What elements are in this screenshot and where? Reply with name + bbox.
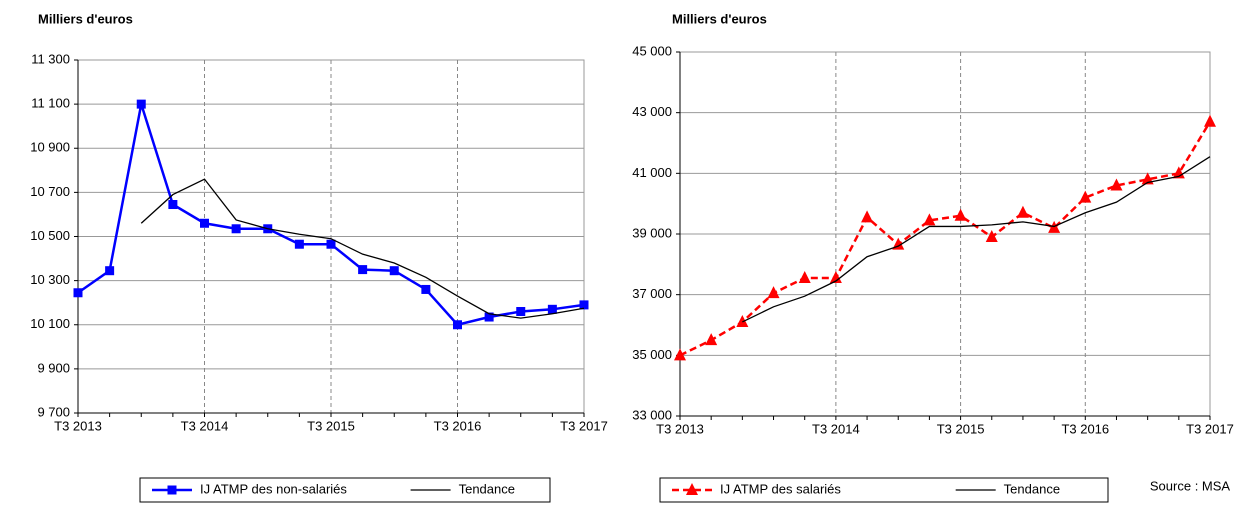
y-tick-label: 9 700 xyxy=(37,404,70,419)
point-marker xyxy=(326,239,336,249)
y-tick-label: 10 100 xyxy=(30,316,70,331)
point-marker xyxy=(1016,205,1029,218)
point-marker xyxy=(516,307,526,317)
x-tick-label: T3 2014 xyxy=(812,421,860,436)
x-tick-label: T3 2017 xyxy=(1186,421,1234,436)
point-marker xyxy=(985,230,998,243)
legend-box xyxy=(139,477,551,503)
point-marker xyxy=(136,99,146,109)
y-tick-label: 45 000 xyxy=(632,43,672,58)
point-marker xyxy=(294,239,304,249)
x-tick-label: T3 2016 xyxy=(1061,421,1109,436)
y-tick-label: 43 000 xyxy=(632,104,672,119)
y-tick-label: 37 000 xyxy=(632,286,672,301)
legend-marker xyxy=(686,483,698,495)
point-marker xyxy=(674,348,686,361)
point-marker xyxy=(705,333,718,346)
x-tick-label: T3 2016 xyxy=(434,418,482,433)
x-tick-label: T3 2014 xyxy=(181,418,229,433)
y-tick-label: 11 300 xyxy=(31,51,70,66)
y-tick-label: 33 000 xyxy=(632,407,672,422)
x-tick-label: T3 2017 xyxy=(560,418,608,433)
point-marker xyxy=(1204,114,1216,127)
x-tick-label: T3 2013 xyxy=(656,421,704,436)
legend-label: IJ ATMP des salariés xyxy=(720,481,841,496)
y-tick-label: 10 700 xyxy=(30,184,70,199)
y-tick-label: 9 900 xyxy=(37,360,70,375)
point-marker xyxy=(923,213,936,226)
point-marker xyxy=(954,208,967,221)
series-line xyxy=(742,156,1211,323)
point-marker xyxy=(1172,166,1185,179)
point-marker xyxy=(829,270,842,283)
y-tick-label: 41 000 xyxy=(632,165,672,180)
y-axis-title: Milliers d'euros xyxy=(672,11,767,26)
point-marker xyxy=(358,265,368,275)
legend-label: IJ ATMP des non-salariés xyxy=(200,481,347,496)
point-marker xyxy=(736,314,749,327)
y-tick-label: 10 300 xyxy=(30,272,70,287)
source-note: Source : MSA xyxy=(1150,478,1231,493)
point-marker xyxy=(105,266,115,276)
point-marker xyxy=(547,304,557,314)
point-marker xyxy=(200,218,209,228)
y-tick-label: 35 000 xyxy=(632,347,672,362)
x-tick-label: T3 2013 xyxy=(54,418,102,433)
point-marker xyxy=(767,286,780,299)
x-tick-label: T3 2015 xyxy=(937,421,985,436)
legend-box xyxy=(659,477,1109,503)
point-marker xyxy=(453,320,462,330)
y-tick-label: 10 900 xyxy=(30,140,70,155)
point-marker xyxy=(484,312,494,322)
point-marker xyxy=(389,266,399,276)
point-marker xyxy=(73,288,83,298)
point-marker xyxy=(1110,178,1123,191)
point-marker xyxy=(231,224,241,234)
legend-marker xyxy=(167,485,177,495)
point-marker xyxy=(1079,190,1092,203)
point-marker xyxy=(168,200,178,210)
y-tick-label: 39 000 xyxy=(632,225,672,240)
series-line xyxy=(140,178,585,319)
legend-label: Tendance xyxy=(459,481,515,496)
point-marker xyxy=(421,284,431,294)
legend-label: Tendance xyxy=(1004,481,1060,496)
x-tick-label: T3 2015 xyxy=(307,418,355,433)
point-marker xyxy=(861,210,874,223)
y-tick-label: 11 100 xyxy=(31,96,70,111)
series-line xyxy=(679,121,1212,357)
y-tick-label: 10 500 xyxy=(30,228,70,243)
y-axis-title: Milliers d'euros xyxy=(38,11,133,26)
point-marker xyxy=(579,300,589,310)
point-marker xyxy=(798,270,811,283)
